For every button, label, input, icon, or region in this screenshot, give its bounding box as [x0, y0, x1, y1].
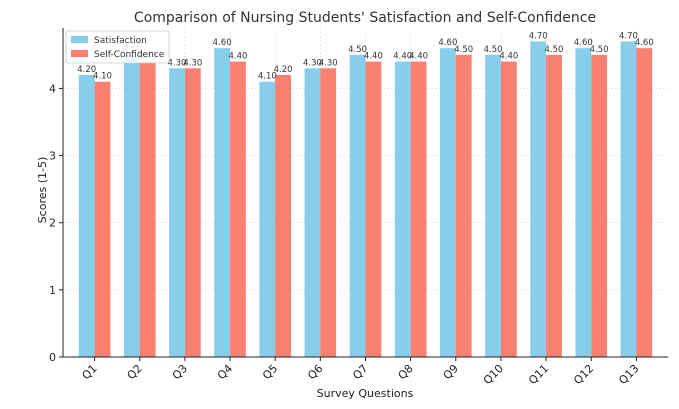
- bars: [78, 41, 653, 358]
- bar-satisfaction-q2: [123, 54, 140, 357]
- bar-satisfaction-q9: [439, 48, 456, 358]
- bar-self-confidence-q12: [591, 54, 608, 357]
- data-label-satisfaction-q3: 4.30: [168, 58, 187, 68]
- data-label-self-confidence-q12: 4.50: [590, 45, 609, 55]
- bar-satisfaction-q12: [575, 48, 592, 358]
- data-label-satisfaction-q11: 4.70: [529, 31, 548, 41]
- data-label-self-confidence-q13: 4.60: [635, 38, 654, 48]
- x-tick-label-q9: Q9: [441, 362, 461, 382]
- data-label-self-confidence-q8: 4.40: [409, 52, 428, 62]
- bar-satisfaction-q11: [530, 41, 547, 358]
- bar-satisfaction-q13: [620, 41, 637, 358]
- bar-self-confidence-q10: [500, 61, 517, 357]
- data-label-satisfaction-q4: 4.60: [213, 38, 232, 48]
- data-label-satisfaction-q13: 4.70: [619, 31, 638, 41]
- x-tick-label-q1: Q1: [79, 362, 99, 382]
- data-label-self-confidence-q10: 4.40: [499, 52, 518, 62]
- data-label-satisfaction-q9: 4.60: [438, 38, 457, 48]
- x-tick-label-q5: Q5: [260, 362, 280, 382]
- data-label-self-confidence-q11: 4.50: [545, 45, 564, 55]
- bar-satisfaction-q6: [304, 68, 321, 358]
- bar-self-confidence-q2: [139, 61, 156, 357]
- legend: Satisfaction Self-Confidence: [65, 30, 170, 64]
- x-tick-label-q3: Q3: [170, 362, 190, 382]
- bar-self-confidence-q7: [365, 61, 382, 357]
- bar-satisfaction-q1: [78, 75, 95, 357]
- x-tick-label-q12: Q12: [571, 362, 596, 387]
- legend-box: [65, 30, 170, 64]
- bar-self-confidence-q9: [455, 54, 472, 357]
- data-label-satisfaction-q6: 4.30: [303, 58, 322, 68]
- bar-self-confidence-q11: [546, 54, 562, 357]
- bar-satisfaction-q10: [485, 54, 501, 357]
- x-tick-label-q11: Q11: [526, 362, 551, 387]
- bar-satisfaction-q7: [349, 54, 366, 357]
- data-label-self-confidence-q6: 4.30: [319, 58, 338, 68]
- x-tick-label-q2: Q2: [125, 362, 145, 382]
- x-tick-label-q8: Q8: [395, 362, 415, 382]
- data-label-self-confidence-q5: 4.20: [274, 65, 293, 75]
- y-tick-label-1: 1: [49, 284, 56, 297]
- bar-satisfaction-q8: [394, 61, 411, 357]
- data-label-satisfaction-q8: 4.40: [393, 52, 412, 62]
- data-label-satisfaction-q5: 4.10: [258, 72, 277, 82]
- y-tick-label-3: 3: [49, 150, 56, 163]
- data-label-self-confidence-q3: 4.30: [183, 58, 202, 68]
- x-tick-label-q10: Q10: [481, 362, 506, 387]
- data-label-satisfaction-q12: 4.60: [574, 38, 593, 48]
- x-tick-label-q6: Q6: [305, 362, 325, 382]
- legend-swatch-self-confidence: [71, 50, 88, 57]
- chart-title: Comparison of Nursing Students' Satisfac…: [134, 10, 596, 26]
- legend-label-satisfaction: Satisfaction: [94, 36, 147, 46]
- data-label-satisfaction-q1: 4.20: [77, 65, 96, 75]
- y-tick-label-0: 0: [49, 351, 56, 364]
- legend-swatch-satisfaction: [71, 36, 88, 43]
- bar-self-confidence-q13: [636, 48, 653, 358]
- data-label-self-confidence-q7: 4.40: [364, 52, 383, 62]
- data-label-satisfaction-q7: 4.50: [348, 45, 367, 55]
- bar-self-confidence-q8: [410, 61, 427, 357]
- bar-self-confidence-q3: [184, 68, 201, 358]
- bar-satisfaction-q3: [169, 68, 185, 358]
- bar-self-confidence-q6: [320, 68, 337, 358]
- x-axis-label: Survey Questions: [317, 387, 414, 400]
- bar-self-confidence-q4: [230, 61, 246, 357]
- y-tick-label-4: 4: [49, 82, 56, 95]
- x-tick-label-q13: Q13: [616, 362, 641, 387]
- legend-label-self-confidence: Self-Confidence: [94, 50, 165, 60]
- data-label-self-confidence-q9: 4.50: [454, 45, 473, 55]
- data-label-self-confidence-q4: 4.40: [228, 52, 247, 62]
- x-tick-label-q4: Q4: [215, 362, 235, 382]
- y-axis-label: Scores (1-5): [36, 157, 49, 224]
- y-tick-label-2: 2: [49, 217, 56, 230]
- bar-self-confidence-q5: [275, 75, 292, 357]
- data-label-satisfaction-q10: 4.50: [484, 45, 503, 55]
- bar-satisfaction-q5: [259, 81, 276, 357]
- x-tick-label-q7: Q7: [350, 362, 370, 382]
- bar-self-confidence-q1: [94, 81, 111, 357]
- bar-satisfaction-q4: [214, 48, 231, 358]
- data-label-self-confidence-q1: 4.10: [93, 72, 112, 82]
